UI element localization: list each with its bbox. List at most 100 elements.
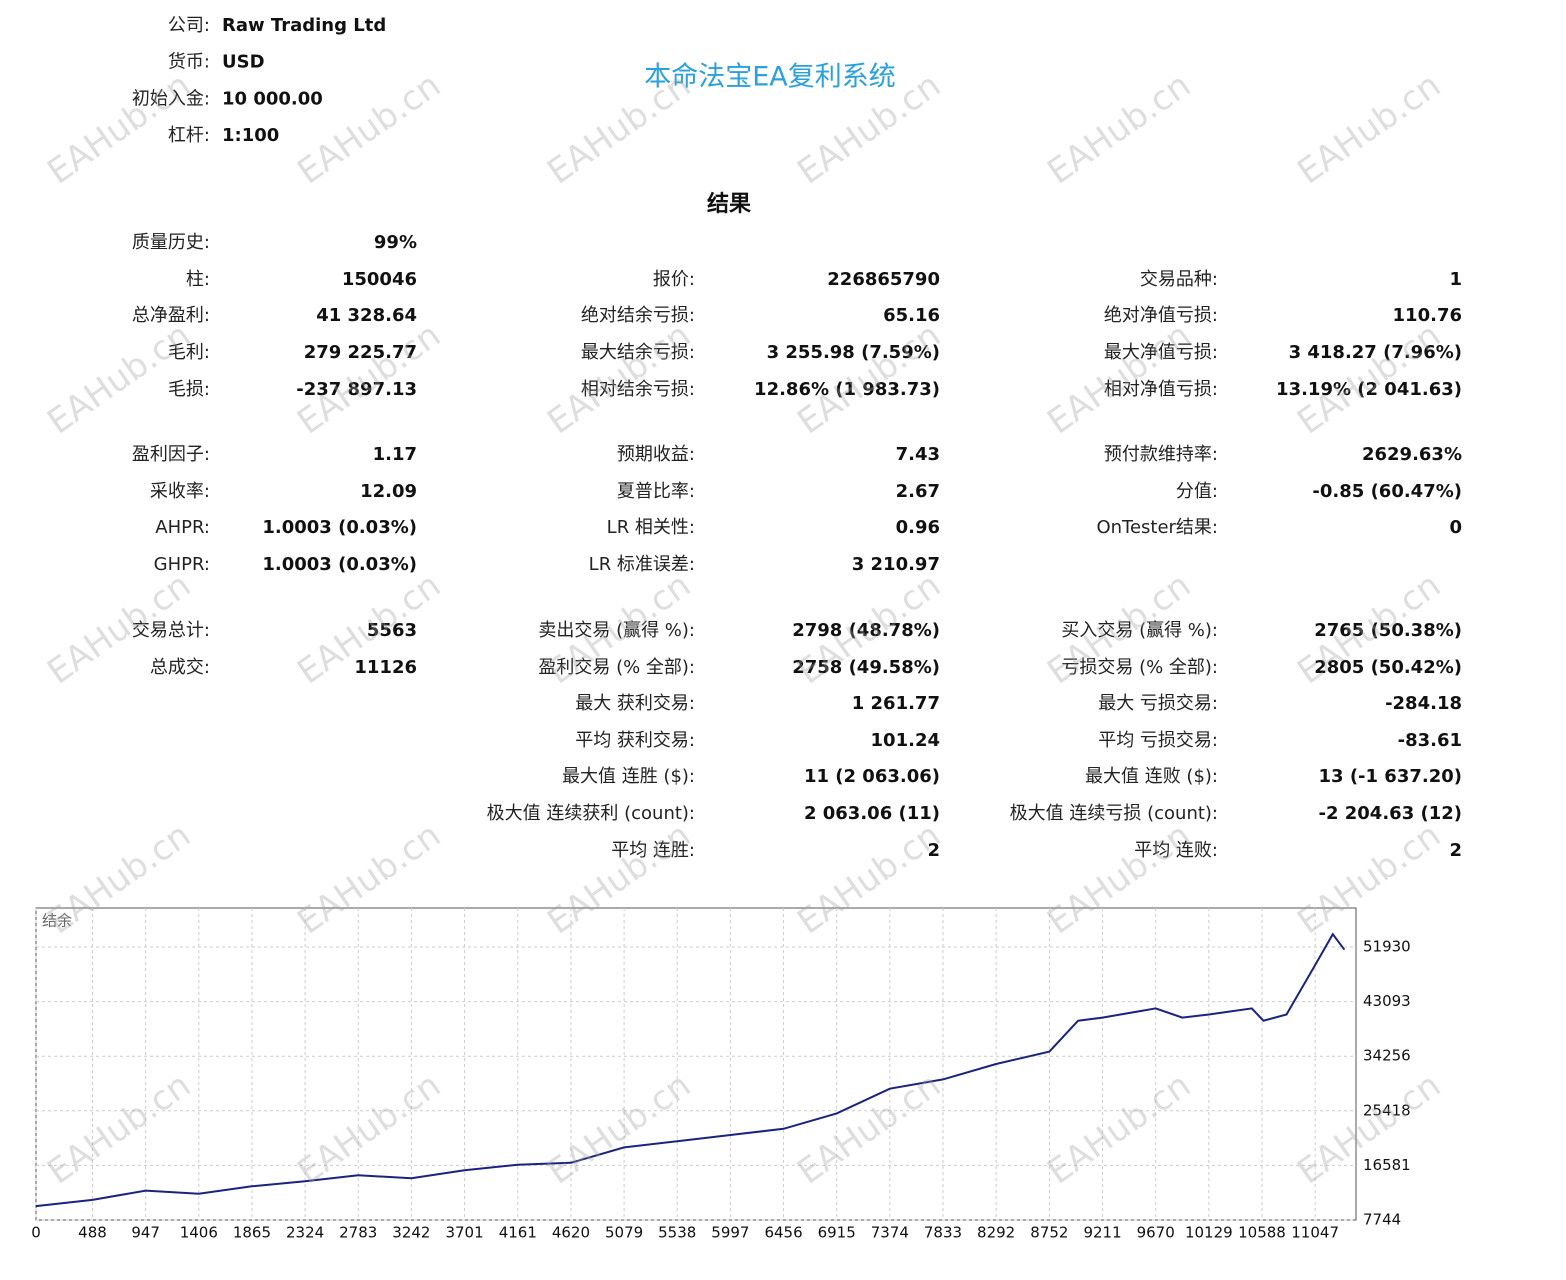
stat-value: 1 261.77 — [852, 693, 940, 714]
stat-value: 11126 — [354, 657, 417, 678]
stat-label: 报价: — [653, 269, 695, 290]
x-tick-label: 0 — [31, 1224, 41, 1242]
x-tick-label: 488 — [78, 1224, 107, 1242]
stat-label: 平均 亏损交易: — [1098, 730, 1218, 751]
x-tick-label: 5538 — [658, 1224, 696, 1242]
stat-label: 交易品种: — [1140, 269, 1218, 290]
plot-frame — [35, 907, 1357, 1221]
x-tick-label: 5079 — [605, 1224, 643, 1242]
stat-label: 相对净值亏损: — [1104, 379, 1218, 400]
watermark: EAHub.cn — [1040, 1065, 1198, 1192]
stat-label: 盈利交易 (% 全部): — [538, 657, 695, 678]
watermark: EAHub.cn — [290, 815, 448, 942]
header-label: 货币: — [168, 52, 210, 73]
header-value: USD — [222, 52, 265, 73]
stat-label: 质量历史: — [132, 232, 210, 253]
watermark: EAHub.cn — [540, 1065, 698, 1192]
stat-label: LR 相关性: — [607, 517, 695, 538]
x-tick-label: 4161 — [499, 1224, 537, 1242]
header-label: 杠杆: — [168, 125, 210, 146]
stat-label: 最大结余亏损: — [581, 342, 695, 363]
chart-title: 结余 — [42, 912, 72, 930]
stat-value: 5563 — [367, 620, 417, 641]
x-tick-label: 3701 — [445, 1224, 483, 1242]
stat-label: 极大值 连续获利 (count): — [487, 803, 695, 824]
stat-value: 3 255.98 (7.59%) — [767, 342, 940, 363]
stat-value: 101.24 — [871, 730, 940, 751]
stat-label: 最大净值亏损: — [1104, 342, 1218, 363]
stat-label: 相对结余亏损: — [581, 379, 695, 400]
stat-value: 226865790 — [827, 269, 940, 290]
x-tick-label: 1406 — [180, 1224, 218, 1242]
stat-value: 65.16 — [883, 305, 940, 326]
stat-value: -2 204.63 (12) — [1319, 803, 1463, 824]
stat-value: 1.17 — [373, 444, 417, 465]
x-tick-label: 7833 — [924, 1224, 962, 1242]
stat-value: 99% — [374, 232, 417, 253]
stat-value: 279 225.77 — [304, 342, 417, 363]
stat-value: 7.43 — [896, 444, 940, 465]
stat-label: 平均 连胜: — [611, 840, 695, 861]
y-tick-label: 7744 — [1363, 1211, 1401, 1229]
stat-value: 0 — [1449, 517, 1462, 538]
x-tick-label: 5997 — [711, 1224, 749, 1242]
y-tick-label: 25418 — [1363, 1101, 1411, 1119]
header-value: 10 000.00 — [222, 88, 323, 109]
stat-value: -284.18 — [1385, 693, 1462, 714]
stat-value: 13.19% (2 041.63) — [1276, 379, 1462, 400]
watermark: EAHub.cn — [540, 815, 698, 942]
stat-label: 夏普比率: — [617, 481, 695, 502]
x-tick-label: 2783 — [339, 1224, 377, 1242]
stat-value: 2765 (50.38%) — [1314, 620, 1462, 641]
x-tick-label: 1865 — [233, 1224, 271, 1242]
stat-label: 平均 获利交易: — [575, 730, 695, 751]
stat-value: 12.86% (1 983.73) — [754, 379, 940, 400]
report-title: 本命法宝EA复利系统 — [644, 62, 896, 93]
stat-value: 12.09 — [360, 481, 417, 502]
watermark: EAHub.cn — [1040, 815, 1198, 942]
x-tick-label: 6456 — [764, 1224, 802, 1242]
stat-label: 总成交: — [150, 657, 210, 678]
y-tick-label: 34256 — [1363, 1047, 1411, 1065]
stat-value: 13 (-1 637.20) — [1319, 766, 1463, 787]
watermark: EAHub.cn — [1290, 815, 1448, 942]
section-title: 结果 — [707, 191, 751, 217]
stat-value: 1 — [1449, 269, 1462, 290]
stat-label: 盈利因子: — [132, 444, 210, 465]
watermark: EAHub.cn — [290, 1065, 448, 1192]
stat-label: 交易总计: — [132, 620, 210, 641]
stat-label: 最大 亏损交易: — [1098, 693, 1218, 714]
stat-label: 毛损: — [168, 379, 210, 400]
stat-label: 柱: — [186, 269, 210, 290]
watermark: EAHub.cn — [40, 815, 198, 942]
header-label: 初始入金: — [132, 88, 210, 109]
x-tick-label: 10588 — [1238, 1224, 1286, 1242]
stat-label: GHPR: — [154, 554, 210, 575]
x-tick-label: 8292 — [977, 1224, 1015, 1242]
header-value: Raw Trading Ltd — [222, 15, 386, 36]
watermark: EAHub.cn — [790, 1065, 948, 1192]
y-tick-label: 51930 — [1363, 938, 1411, 956]
stat-value: 11 (2 063.06) — [804, 766, 940, 787]
stat-label: 最大值 连败 ($): — [1085, 766, 1218, 787]
stat-label: 绝对净值亏损: — [1104, 305, 1218, 326]
stat-value: -237 897.13 — [296, 379, 417, 400]
stat-label: 最大值 连胜 ($): — [562, 766, 695, 787]
y-tick-label: 16581 — [1363, 1156, 1411, 1174]
stat-label: LR 标准误差: — [589, 554, 695, 575]
watermark: EAHub.cn — [540, 65, 698, 192]
stat-label: 分值: — [1176, 481, 1218, 502]
watermark: EAHub.cn — [290, 65, 448, 192]
x-tick-label: 10129 — [1185, 1224, 1233, 1242]
stat-value: 110.76 — [1393, 305, 1462, 326]
x-tick-label: 2324 — [286, 1224, 324, 1242]
stat-label: 采收率: — [150, 481, 210, 502]
x-tick-label: 6915 — [818, 1224, 856, 1242]
stat-label: 最大 获利交易: — [575, 693, 695, 714]
stat-value: 3 210.97 — [852, 554, 940, 575]
stat-label: 预期收益: — [617, 444, 695, 465]
stat-value: 2758 (49.58%) — [792, 657, 940, 678]
balance-line — [35, 932, 1346, 1208]
x-tick-label: 8752 — [1030, 1224, 1068, 1242]
